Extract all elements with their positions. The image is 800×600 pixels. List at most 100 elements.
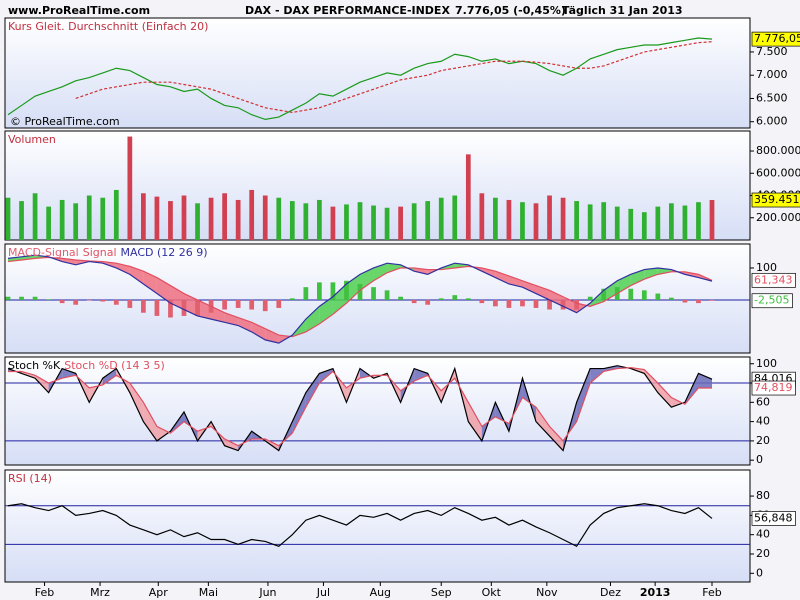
bar (493, 197, 498, 240)
bar (560, 197, 566, 240)
fill-band (129, 383, 144, 422)
bar (46, 299, 51, 300)
value-label-box (751, 293, 793, 309)
fill-band (522, 280, 536, 294)
y-tick-label: 7.500 (756, 45, 788, 58)
bar (574, 299, 579, 310)
value-label: 61,343 (754, 273, 793, 286)
bar (141, 193, 146, 240)
bar (547, 195, 552, 240)
bar (425, 201, 431, 240)
fill-band (576, 303, 591, 313)
bar (452, 295, 458, 300)
value-label: 74,819 (754, 381, 793, 394)
bar (222, 299, 227, 310)
fill-band (211, 306, 225, 323)
value-label-box (751, 511, 796, 526)
x-tick-label: Mai (199, 586, 218, 599)
bar (384, 207, 390, 240)
bar (655, 206, 661, 240)
bar (547, 299, 552, 310)
bar (317, 199, 322, 240)
x-tick-label: Mrz (90, 586, 110, 599)
line (7, 503, 713, 548)
fill-band (21, 255, 36, 260)
bar (560, 299, 566, 310)
fill-band (468, 402, 482, 441)
fill-band (224, 438, 239, 451)
bar (344, 204, 349, 240)
x-tick-label: Aug (370, 586, 391, 599)
panel-title: RSI (14) (8, 472, 52, 485)
bar (73, 203, 79, 240)
y-tick-label: 20 (756, 434, 770, 447)
panel-title: Kurs Gleit. Durchschnitt (Einfach 20) (8, 20, 208, 33)
panel (4, 469, 751, 583)
panel-title: Volumen (8, 133, 56, 146)
fill-band (603, 365, 618, 372)
bar (235, 299, 241, 308)
bar (195, 299, 200, 316)
y-tick-label: 800.000 (756, 144, 800, 157)
fill-band (292, 392, 306, 434)
value-label: 359.451 (754, 193, 800, 206)
panel (4, 243, 751, 354)
value-label: 7.776,05 (754, 32, 800, 45)
bar (601, 288, 607, 300)
bar (86, 195, 92, 240)
bar (317, 282, 322, 300)
bar (398, 206, 403, 240)
legend-entry: Stoch %K (8, 359, 61, 372)
bar (249, 189, 255, 240)
bar (222, 193, 227, 240)
bar (330, 282, 336, 300)
value-label-box (751, 272, 796, 288)
bar (357, 283, 363, 300)
bar (438, 298, 444, 300)
bar (59, 199, 65, 240)
bar (19, 201, 24, 240)
bar (5, 296, 11, 300)
bar (709, 299, 715, 301)
bar (46, 206, 51, 240)
bar (235, 199, 241, 240)
bar (73, 299, 79, 305)
fill-band (265, 328, 279, 344)
bar (411, 203, 417, 240)
x-tick-label: Okt (482, 586, 502, 599)
value-label: 56,848 (754, 511, 793, 524)
x-tick-label: Dez (600, 586, 621, 599)
fill-band (698, 373, 712, 389)
fill-band (536, 407, 550, 437)
bar (262, 299, 268, 312)
y-tick-label: 100 (756, 261, 777, 274)
line (7, 256, 713, 338)
header-quote: 7.776,05 (-0,45%) (455, 4, 566, 17)
fill-band (495, 271, 509, 284)
bar (682, 299, 688, 303)
header-period: Täglich 31 Jan 2013 (562, 4, 683, 17)
bar (371, 287, 376, 300)
bar (32, 296, 38, 300)
bar (669, 203, 674, 240)
x-tick-label: 2013 (640, 586, 671, 599)
x-tick-label: Nov (536, 586, 558, 599)
fill-band (143, 402, 157, 441)
y-tick-label: 6.000 (756, 115, 788, 128)
legend-entry: Signal (83, 246, 117, 259)
bar (655, 293, 661, 300)
bar (641, 212, 647, 240)
value-label-box (751, 192, 800, 208)
bar (696, 202, 701, 240)
fill-band (184, 293, 198, 316)
watermark: © ProRealTime.com (10, 115, 120, 128)
bar (641, 290, 647, 300)
line (7, 365, 713, 452)
bar (587, 204, 593, 240)
bar (276, 299, 282, 308)
fill-band (224, 312, 239, 326)
y-tick-label: 0 (756, 453, 763, 466)
fill-band (305, 373, 320, 408)
bar (533, 203, 539, 240)
